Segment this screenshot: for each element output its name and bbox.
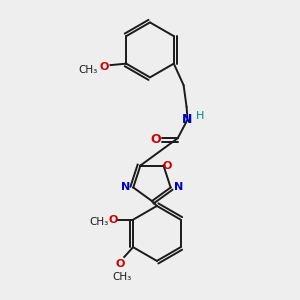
Text: CH₃: CH₃ bbox=[78, 65, 98, 76]
Text: O: O bbox=[163, 160, 172, 170]
Text: N: N bbox=[174, 182, 183, 193]
Text: CH₃: CH₃ bbox=[89, 217, 108, 226]
Text: CH₃: CH₃ bbox=[112, 272, 132, 282]
Text: O: O bbox=[100, 61, 109, 72]
Text: O: O bbox=[109, 215, 118, 225]
Text: H: H bbox=[196, 111, 205, 121]
Text: O: O bbox=[116, 259, 125, 269]
Text: O: O bbox=[151, 133, 161, 146]
Text: N: N bbox=[121, 182, 130, 193]
Text: N: N bbox=[182, 113, 193, 126]
